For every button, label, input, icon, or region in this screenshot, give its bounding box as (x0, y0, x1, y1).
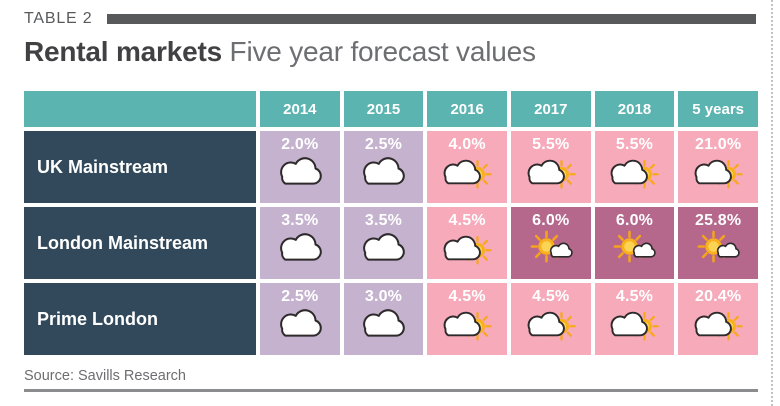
cloud-icon (276, 154, 324, 190)
table-cell: 4.5% (427, 207, 507, 279)
column-header-2014: 2014 (260, 91, 340, 127)
column-header-2015: 2015 (343, 91, 424, 127)
cloud-icon (276, 306, 324, 342)
cloud-icon (276, 230, 324, 266)
table-kicker-row: TABLE 2 (24, 9, 756, 29)
cloud-sun-icon (606, 154, 662, 190)
cloud-icon (359, 230, 407, 266)
cell-value: 3.0% (364, 288, 403, 305)
table-cell: 4.5% (427, 283, 507, 355)
cell-value: 2.5% (281, 288, 319, 305)
table-cell: 21.0% (678, 131, 758, 203)
cell-value: 4.5% (448, 288, 486, 305)
column-header-5-years: 5 years (678, 91, 758, 127)
cloud-icon (359, 306, 407, 342)
kicker-rule-bar (107, 14, 756, 24)
table-cell: 5.5% (510, 131, 591, 203)
report-page: TABLE 2 Rental markets Five year forecas… (24, 9, 758, 392)
cloud-sun-icon (439, 154, 495, 190)
source-note: Source: Savills Research (24, 368, 186, 384)
cloud-icon (359, 154, 407, 190)
page-title: Rental markets Five year forecast values (24, 37, 756, 67)
cell-value: 4.0% (448, 136, 486, 153)
sun-cloud-icon (523, 230, 579, 266)
table-cell: 3.5% (343, 207, 424, 279)
table-cell: 20.4% (678, 283, 758, 355)
cloud-sun-icon (690, 154, 746, 190)
page-title-bold: Rental markets (24, 36, 222, 67)
column-header-2017: 2017 (510, 91, 591, 127)
cell-value: 3.5% (364, 212, 403, 229)
column-header-2018: 2018 (594, 91, 675, 127)
cell-value: 25.8% (694, 212, 742, 229)
table-cell: 6.0% (510, 207, 591, 279)
page-title-subtitle: Five year forecast values (221, 36, 536, 67)
page-fold-dotted-line (771, 0, 773, 406)
cell-value: 2.0% (281, 136, 319, 153)
table-cell: 5.5% (594, 131, 675, 203)
cell-value: 5.5% (532, 136, 570, 153)
cloud-sun-icon (606, 306, 662, 342)
cell-value: 6.0% (615, 212, 654, 229)
table-number-label: TABLE 2 (24, 10, 93, 27)
sun-cloud-icon (690, 230, 746, 266)
row-label: Prime London (24, 283, 256, 355)
cloud-sun-icon (439, 306, 495, 342)
row-label: UK Mainstream (24, 131, 256, 203)
cell-value: 6.0% (532, 212, 570, 229)
cell-value: 5.5% (615, 136, 654, 153)
forecast-table: 2014 2015 2016 2017 2018 5 years UK Mainstream… (24, 91, 758, 355)
table-cell: 3.0% (343, 283, 424, 355)
cell-value: 21.0% (694, 136, 742, 153)
table-cell: 3.5% (260, 207, 340, 279)
sun-cloud-icon (606, 230, 662, 266)
row-label: London Mainstream (24, 207, 256, 279)
cell-value: 4.5% (448, 212, 486, 229)
table-cell: 25.8% (678, 207, 758, 279)
cell-value: 3.5% (281, 212, 319, 229)
table-corner-cell (24, 91, 256, 127)
cell-value: 4.5% (532, 288, 570, 305)
cell-value: 20.4% (694, 288, 742, 305)
table-cell: 2.5% (343, 131, 424, 203)
table-cell: 4.5% (510, 283, 591, 355)
table-cell: 2.5% (260, 283, 340, 355)
cloud-sun-icon (523, 306, 579, 342)
table-cell: 6.0% (594, 207, 675, 279)
cloud-sun-icon (523, 154, 579, 190)
table-cell: 4.0% (427, 131, 507, 203)
cloud-sun-icon (439, 230, 495, 266)
cell-value: 4.5% (615, 288, 654, 305)
cell-value: 2.5% (364, 136, 403, 153)
bottom-rule (24, 389, 758, 392)
table-cell: 2.0% (260, 131, 340, 203)
table-cell: 4.5% (594, 283, 675, 355)
cloud-sun-icon (690, 306, 746, 342)
column-header-2016: 2016 (427, 91, 507, 127)
